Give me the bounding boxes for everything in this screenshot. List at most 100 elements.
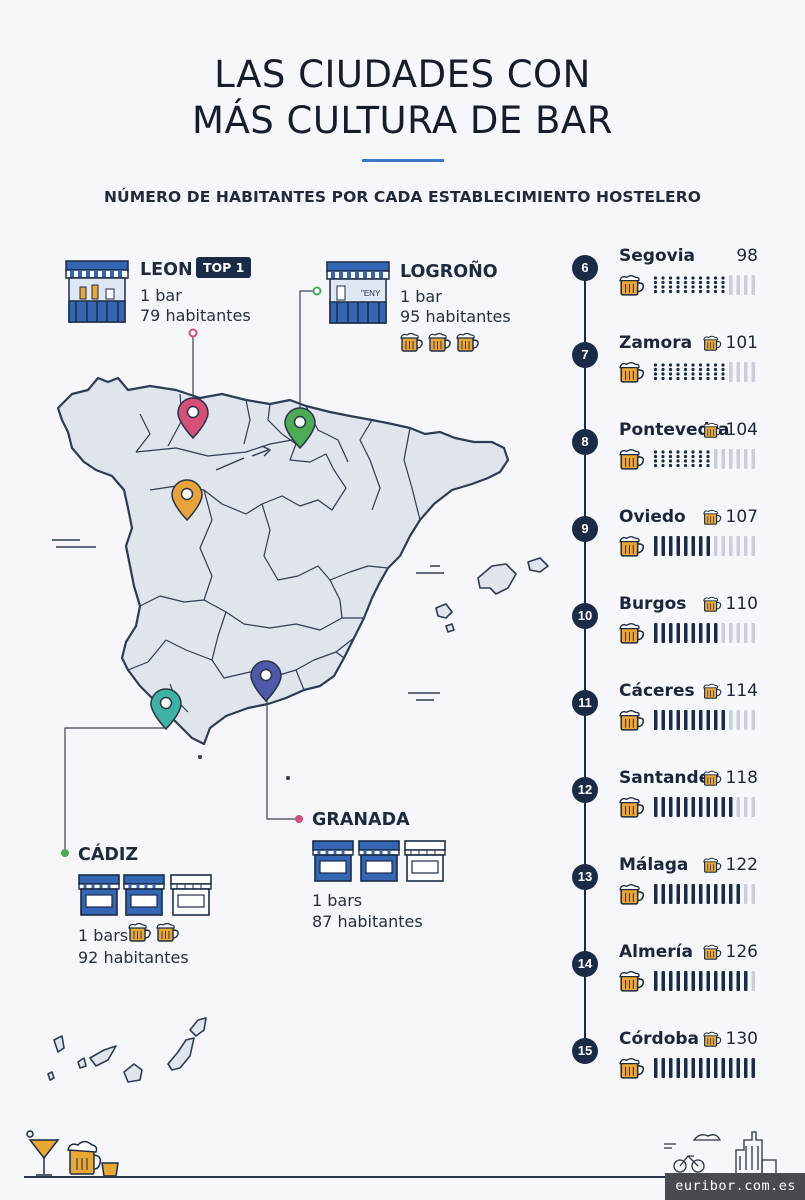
cadiz-bars: 1 bars <box>78 926 129 945</box>
ground-line <box>24 1176 784 1178</box>
leon-shop-icon <box>65 260 129 323</box>
rank-number: 6 <box>572 255 598 281</box>
rank-number: 13 <box>572 864 598 890</box>
ranking-value: 101 <box>702 333 758 353</box>
beer-icon <box>619 535 645 557</box>
beer-icon <box>619 361 645 383</box>
ranking-city-name: Cáceres <box>619 681 695 701</box>
beer-icon <box>702 1031 721 1047</box>
canary-islands <box>47 1017 207 1083</box>
ranking-meter <box>619 535 760 557</box>
page-title: LAS CIUDADES CON MÁS CULTURA DE BAR <box>0 52 805 144</box>
rank-number: 10 <box>572 603 598 629</box>
beer-icon <box>702 770 721 786</box>
beer-icon <box>619 622 645 644</box>
title-line-1: LAS CIUDADES CON <box>214 53 591 96</box>
ranking-value: 104 <box>702 420 758 440</box>
meter-bars <box>653 884 755 904</box>
ranking-timeline-line <box>584 268 586 1053</box>
ranking-meter <box>619 970 760 992</box>
ranking-meter <box>619 1057 760 1079</box>
ranking-value: 122 <box>702 855 758 875</box>
meter-bars <box>653 710 755 730</box>
beer-icon <box>702 596 721 612</box>
leon-name: LEON <box>140 260 193 280</box>
ranking-city-name: Segovia <box>619 246 696 266</box>
ranking-city-name: Pontevedra <box>619 420 730 440</box>
beer-icon <box>156 922 179 942</box>
ranking-meter <box>619 274 760 296</box>
beer-icon <box>400 332 423 352</box>
map-pins <box>150 397 316 731</box>
beer-icon <box>619 883 645 905</box>
ranking-meter <box>619 448 760 470</box>
meter-bars <box>653 1058 755 1078</box>
shop-front-outline-icon <box>404 840 446 882</box>
ranking-value: 130 <box>702 1029 758 1049</box>
rank-number: 9 <box>572 516 598 542</box>
connector-lines <box>64 290 317 853</box>
ranking-city-name: Almería <box>619 942 693 962</box>
granada-name: GRANADA <box>312 810 410 830</box>
balearic-islands <box>435 557 549 633</box>
logrono-bars: 1 bar <box>400 287 442 306</box>
ranking-city-name: Oviedo <box>619 507 686 527</box>
beer-icon <box>702 509 721 525</box>
ranking-meter <box>619 709 760 731</box>
rank-number: 11 <box>572 690 598 716</box>
granada-inhabitants: 87 habitantes <box>312 912 423 931</box>
logrono-inhabitants: 95 habitantes <box>400 307 511 326</box>
city-skyline-icon <box>664 1131 777 1176</box>
ranking-city-name: Málaga <box>619 855 689 875</box>
beer-icon <box>619 448 645 470</box>
subtitle: NÚMERO DE HABITANTES POR CADA ESTABLECIM… <box>103 188 702 206</box>
ranking-city-name: Santander <box>619 768 719 788</box>
mainland-map <box>56 376 510 746</box>
rank-number: 8 <box>572 429 598 455</box>
logrono-shop-icon: "ENY <box>326 261 390 324</box>
beer-mug-icon <box>67 1140 102 1175</box>
shop-front-icon <box>312 840 354 882</box>
title-divider <box>362 159 444 162</box>
meter-bars <box>653 971 755 991</box>
beer-icon <box>702 683 721 699</box>
shop-front-icon <box>78 874 120 916</box>
meter-bars <box>653 362 755 382</box>
cadiz-beer-icons <box>128 922 184 942</box>
beer-icon <box>619 796 645 818</box>
ranking-city-name: Zamora <box>619 333 693 353</box>
ranking-city-name: Burgos <box>619 594 687 614</box>
ranking-meter <box>619 361 760 383</box>
leon-inhabitants: 79 habitantes <box>140 306 251 325</box>
ranking-value: 126 <box>702 942 758 962</box>
meter-bars <box>653 275 755 295</box>
leon-bars: 1 bar <box>140 286 182 305</box>
logrono-beer-icons <box>400 332 484 352</box>
beer-icon <box>456 332 479 352</box>
rank-number: 15 <box>572 1038 598 1064</box>
beer-icon <box>619 1057 645 1079</box>
connector-dots <box>61 286 322 857</box>
ranking-value: 107 <box>702 507 758 527</box>
cadiz-inhabitants: 92 habitantes <box>78 948 189 967</box>
meter-bars <box>653 536 755 556</box>
meter-bars <box>653 797 755 817</box>
beer-icon <box>619 274 645 296</box>
beer-icon <box>428 332 451 352</box>
beer-icon <box>619 709 645 731</box>
ranking-city-name: Córdoba <box>619 1029 700 1049</box>
ranking-meter <box>619 796 760 818</box>
top1-badge: TOP 1 <box>196 257 252 278</box>
rank-number: 7 <box>572 342 598 368</box>
beer-icon <box>128 922 151 942</box>
beer-icon <box>702 944 721 960</box>
ranking-value: 114 <box>702 681 758 701</box>
ranking-value: 118 <box>702 768 758 788</box>
logrono-name: LOGROÑO <box>400 262 498 282</box>
watermark: euribor.com.es <box>665 1173 805 1200</box>
rank-number: 12 <box>572 777 598 803</box>
granada-bars: 1 bars <box>312 891 363 910</box>
ranking-meter <box>619 883 760 905</box>
cocktail-icon <box>26 1130 60 1176</box>
